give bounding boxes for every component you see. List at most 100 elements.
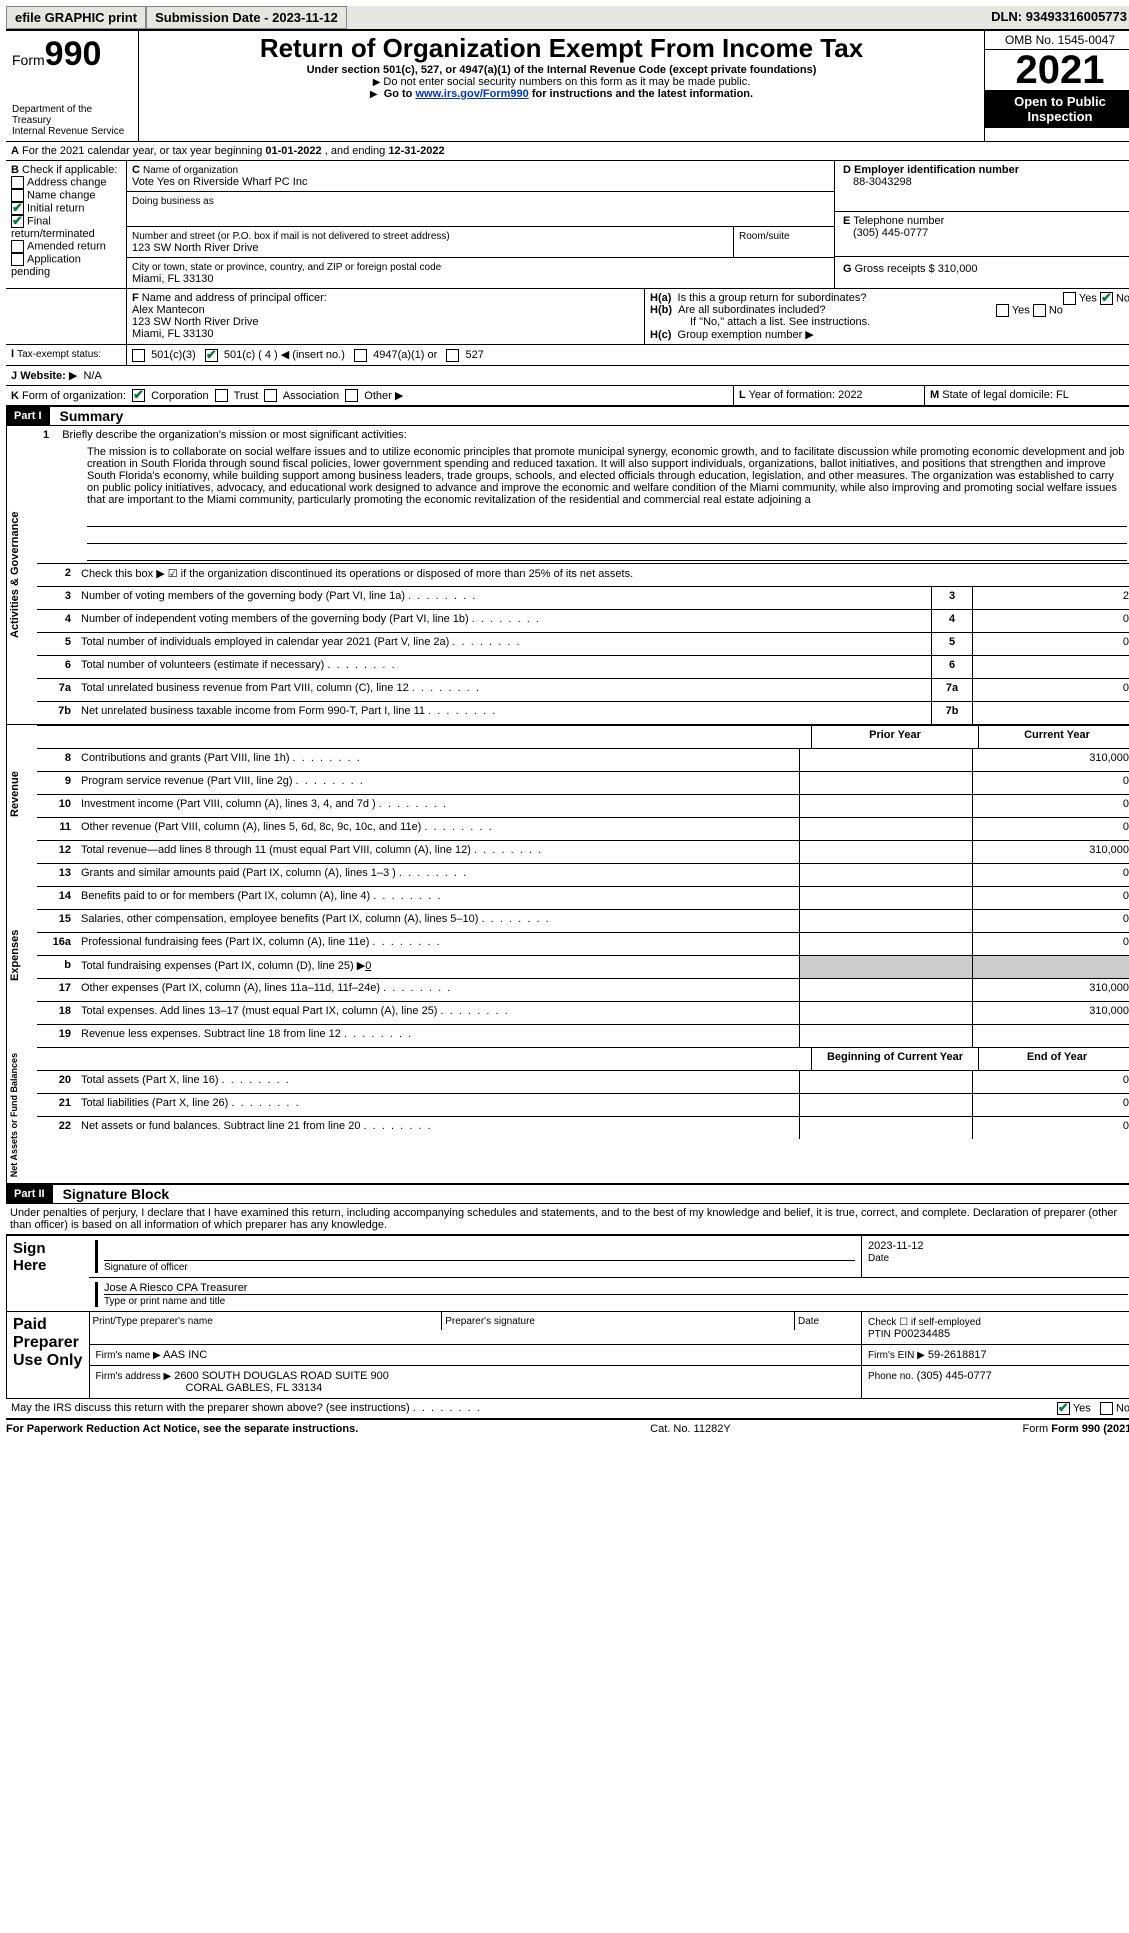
topbar: efile GRAPHIC print Submission Date - 20… — [6, 6, 1129, 31]
ha-no[interactable] — [1100, 292, 1113, 305]
line16b-val: 0 — [365, 960, 371, 972]
b-label: Check if applicable: — [22, 164, 117, 176]
form-ref: Form Form 990 (2021) — [1023, 1423, 1129, 1435]
form-subtitle: Under section 501(c), 527, or 4947(a)(1)… — [143, 64, 980, 76]
chk-final-return[interactable] — [11, 215, 24, 228]
firm-addr2: CORAL GABLES, FL 33134 — [96, 1382, 323, 1394]
exp-sidebar: Expenses — [6, 863, 37, 1047]
dln-label: DLN: — [991, 9, 1026, 24]
street-label: Number and street (or P.O. box if mail i… — [132, 231, 450, 242]
dba-label: Doing business as — [132, 196, 214, 207]
ssn-note: Do not enter social security numbers on … — [143, 76, 980, 88]
cat-no: Cat. No. 11282Y — [650, 1423, 731, 1435]
line-20: 20 Total assets (Part X, line 16) 0 — [37, 1070, 1129, 1093]
hb-yes[interactable] — [996, 304, 1009, 317]
line-17: 17 Other expenses (Part IX, column (A), … — [37, 978, 1129, 1001]
sig-officer-label: Signature of officer — [104, 1262, 188, 1273]
org-street: 123 SW North River Drive — [132, 242, 259, 254]
prep-sig-label: Preparer's signature — [445, 1316, 535, 1327]
line-19: 19 Revenue less expenses. Subtract line … — [37, 1024, 1129, 1047]
chk-501c3[interactable] — [132, 349, 145, 362]
form-number: Form990 — [12, 35, 132, 74]
discuss-no[interactable] — [1100, 1402, 1113, 1415]
ptin: P00234485 — [894, 1328, 950, 1340]
footer: For Paperwork Reduction Act Notice, see … — [6, 1419, 1129, 1435]
rev-sidebar: Revenue — [6, 725, 37, 863]
sig-date: 2023-11-12 — [868, 1240, 923, 1252]
paid-preparer: Paid Preparer Use Only — [7, 1312, 90, 1399]
prep-phone: (305) 445-0777 — [917, 1370, 992, 1382]
chk-501c[interactable] — [205, 349, 218, 362]
end-year-hdr: End of Year — [978, 1048, 1129, 1070]
website: N/A — [83, 370, 101, 382]
line-13: 13 Grants and similar amounts paid (Part… — [37, 863, 1129, 886]
na-sidebar: Net Assets or Fund Balances — [6, 1047, 37, 1183]
c-label: Name of organization — [143, 165, 238, 176]
firm-addr1: 2600 SOUTH DOUGLAS ROAD SUITE 900 — [174, 1370, 389, 1382]
declaration: Under penalties of perjury, I declare th… — [6, 1204, 1129, 1235]
line-15: 15 Salaries, other compensation, employe… — [37, 909, 1129, 932]
efile-print-button[interactable]: efile GRAPHIC print — [6, 6, 146, 29]
line-6: 6 Total number of volunteers (estimate i… — [37, 655, 1129, 678]
ag-sidebar: Activities & Governance — [6, 426, 37, 724]
chk-corp[interactable] — [132, 389, 145, 402]
city-label: City or town, state or province, country… — [132, 262, 441, 273]
i-label: Tax-exempt status: — [17, 349, 101, 360]
officer-street: 123 SW North River Drive — [132, 316, 259, 328]
line-3: 3 Number of voting members of the govern… — [37, 586, 1129, 609]
chk-527[interactable] — [446, 349, 459, 362]
ty-begin: 01-01-2022 — [265, 145, 321, 157]
self-employed: Check ☐ if self-employed — [868, 1317, 981, 1328]
line-18: 18 Total expenses. Add lines 13–17 (must… — [37, 1001, 1129, 1024]
part1-header: Part I Summary — [6, 406, 1129, 426]
submission-label: Submission Date - — [155, 10, 272, 25]
e-label: Telephone number — [853, 215, 944, 227]
line-14: 14 Benefits paid to or for members (Part… — [37, 886, 1129, 909]
chk-trust[interactable] — [215, 389, 228, 402]
mission-text: The mission is to collaborate on social … — [37, 444, 1129, 508]
begin-year-hdr: Beginning of Current Year — [811, 1048, 978, 1070]
line-4: 4 Number of independent voting members o… — [37, 609, 1129, 632]
form990-link[interactable]: www.irs.gov/Form990 — [415, 88, 528, 100]
chk-other[interactable] — [345, 389, 358, 402]
type-label: Type or print name and title — [104, 1296, 225, 1307]
chk-amended[interactable] — [11, 240, 24, 253]
line-11: 11 Other revenue (Part VIII, column (A),… — [37, 817, 1129, 840]
officer-name: Alex Mantecon — [132, 304, 205, 316]
ha-yes[interactable] — [1063, 292, 1076, 305]
discuss-text: May the IRS discuss this return with the… — [11, 1402, 480, 1414]
chk-4947[interactable] — [354, 349, 367, 362]
ha-label: Is this a group return for subordinates? — [678, 292, 867, 304]
chk-assoc[interactable] — [264, 389, 277, 402]
chk-app-pending[interactable] — [11, 253, 24, 266]
part1-label: Part I — [6, 407, 50, 425]
firm-name: AAS INC — [163, 1349, 207, 1361]
chk-address-change[interactable] — [11, 176, 24, 189]
hb-no[interactable] — [1033, 304, 1046, 317]
discuss-yes[interactable] — [1057, 1402, 1070, 1415]
gross-receipts: 310,000 — [938, 263, 978, 275]
g-label: Gross receipts $ — [855, 263, 935, 275]
dept-irs: Internal Revenue Service — [12, 126, 132, 137]
submission-date: Submission Date - 2023-11-12 — [146, 6, 347, 29]
line-16a: 16a Professional fundraising fees (Part … — [37, 932, 1129, 955]
current-year-hdr: Current Year — [978, 726, 1129, 748]
line-21: 21 Total liabilities (Part X, line 26) 0 — [37, 1093, 1129, 1116]
m-label: State of legal domicile: — [942, 389, 1053, 401]
prior-year-hdr: Prior Year — [811, 726, 978, 748]
line-7a: 7a Total unrelated business revenue from… — [37, 678, 1129, 701]
phone: (305) 445-0777 — [843, 227, 928, 239]
officer-city: Miami, FL 33130 — [132, 328, 214, 340]
dln-value: 93493316005773 — [1026, 9, 1127, 24]
org-city: Miami, FL 33130 — [132, 273, 214, 285]
line-8: 8 Contributions and grants (Part VIII, l… — [37, 748, 1129, 771]
line-12: 12 Total revenue—add lines 8 through 11 … — [37, 840, 1129, 863]
part2-title: Signature Block — [53, 1186, 170, 1202]
section-b: B Check if applicable: Address change Na… — [6, 161, 127, 288]
pra-notice: For Paperwork Reduction Act Notice, see … — [6, 1423, 358, 1435]
ptin-label: PTIN — [868, 1329, 891, 1340]
d-label: Employer identification number — [854, 164, 1019, 176]
officer-name-title: Jose A Riesco CPA Treasurer — [104, 1282, 1128, 1295]
form-word: Form — [12, 52, 45, 68]
firm-name-label: Firm's name ▶ — [96, 1350, 161, 1361]
